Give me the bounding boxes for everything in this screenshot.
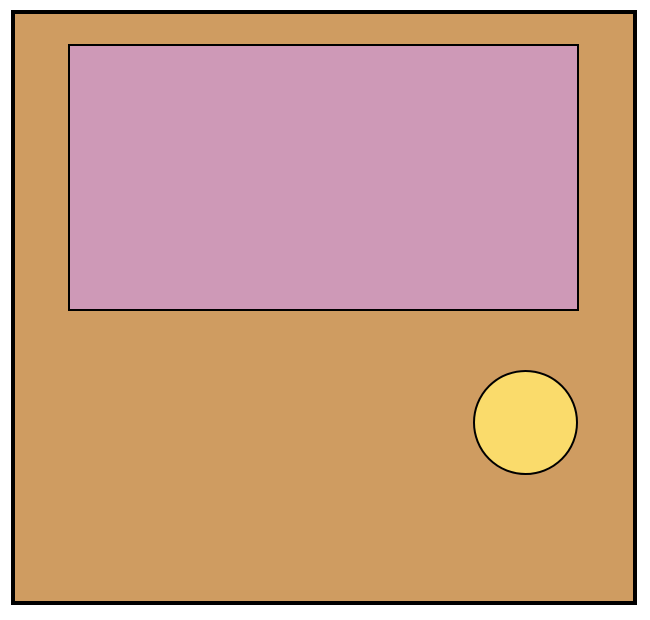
yellow-circle	[473, 370, 578, 475]
pink-rectangle	[68, 44, 579, 311]
